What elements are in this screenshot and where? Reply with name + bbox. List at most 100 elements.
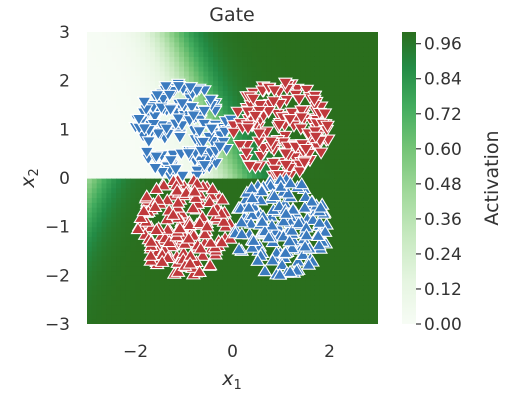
activation-cell xyxy=(232,85,238,91)
activation-cell xyxy=(285,46,292,53)
activation-cell xyxy=(339,134,345,140)
activation-cell xyxy=(368,319,374,324)
y-axis-label-base: x xyxy=(17,176,39,189)
activation-cell xyxy=(87,90,93,96)
data-point xyxy=(266,85,282,98)
activation-cell xyxy=(242,319,248,324)
activation-cell xyxy=(87,173,93,179)
activation-cell xyxy=(87,95,93,101)
activation-cell xyxy=(251,75,258,82)
activation-cell xyxy=(101,216,107,223)
activation-cell xyxy=(353,192,360,199)
activation-cell xyxy=(344,114,350,121)
activation-cell xyxy=(135,187,141,194)
activation-cell xyxy=(213,182,219,189)
activation-cell xyxy=(242,275,248,281)
activation-cell xyxy=(344,32,350,38)
activation-cell xyxy=(348,139,355,145)
activation-cell xyxy=(373,114,378,121)
activation-cell xyxy=(203,299,209,306)
activation-cell xyxy=(295,46,301,53)
activation-cell xyxy=(261,75,268,82)
activation-cell xyxy=(116,251,122,257)
activation-cell xyxy=(373,148,378,155)
activation-cell xyxy=(184,61,190,67)
activation-cell xyxy=(242,285,248,291)
activation-cell xyxy=(373,212,378,218)
activation-cell xyxy=(217,153,224,160)
activation-cell xyxy=(208,41,214,48)
activation-cell xyxy=(111,197,117,203)
data-point xyxy=(266,188,282,202)
activation-cell xyxy=(329,70,335,77)
activation-cell xyxy=(319,80,326,87)
activation-cell xyxy=(295,61,301,67)
activation-cell xyxy=(344,41,350,48)
activation-cell xyxy=(319,251,326,257)
activation-cell xyxy=(140,90,146,96)
activation-cell xyxy=(213,90,219,96)
activation-cell xyxy=(281,304,287,310)
activation-cell xyxy=(101,32,107,38)
activation-cell xyxy=(91,46,98,53)
activation-cell xyxy=(120,148,127,155)
activation-cell xyxy=(87,265,93,272)
activation-cell xyxy=(314,70,321,77)
activation-cell xyxy=(106,148,112,155)
activation-cell xyxy=(363,304,369,310)
activation-cell xyxy=(290,251,297,257)
activation-cell xyxy=(208,80,214,87)
activation-cell xyxy=(242,134,248,140)
activation-cell xyxy=(222,61,229,67)
activation-cell xyxy=(125,114,132,121)
activation-cell xyxy=(222,182,229,189)
data-point xyxy=(291,215,307,229)
activation-cell xyxy=(368,275,374,281)
activation-cell xyxy=(111,192,117,199)
activation-cell xyxy=(232,202,238,208)
data-point xyxy=(148,151,164,164)
activation-cell xyxy=(353,36,360,43)
activation-cell xyxy=(87,46,93,53)
activation-cell xyxy=(290,32,297,38)
activation-cell xyxy=(111,182,117,189)
activation-cell xyxy=(164,139,171,145)
activation-cell xyxy=(193,46,200,53)
data-point xyxy=(311,237,327,251)
activation-cell xyxy=(101,56,107,62)
activation-cell xyxy=(242,85,248,91)
activation-cell xyxy=(198,75,204,82)
activation-cell xyxy=(339,51,345,57)
activation-cell xyxy=(300,294,306,301)
activation-cell xyxy=(111,304,117,310)
activation-cell xyxy=(314,36,321,43)
activation-cell xyxy=(184,309,190,315)
activation-cell xyxy=(334,80,340,87)
activation-cell xyxy=(319,90,326,96)
activation-cell xyxy=(324,187,331,194)
activation-cell xyxy=(116,70,122,77)
activation-cell xyxy=(125,289,132,296)
activation-cell xyxy=(193,66,200,72)
activation-cell xyxy=(106,66,112,72)
activation-cell xyxy=(276,153,282,160)
activation-cell xyxy=(106,168,112,174)
activation-cell xyxy=(87,129,93,135)
activation-cell xyxy=(232,275,238,281)
activation-cell xyxy=(242,309,248,315)
activation-cell xyxy=(324,114,331,121)
activation-cell xyxy=(198,100,204,106)
activation-cell xyxy=(120,202,127,208)
activation-cell xyxy=(310,319,316,324)
activation-cell xyxy=(150,75,156,82)
activation-cell xyxy=(237,182,243,189)
activation-cell xyxy=(334,187,340,194)
activation-cell xyxy=(353,197,360,203)
activation-cell xyxy=(344,143,350,150)
activation-cell xyxy=(353,221,360,228)
activation-cell xyxy=(140,41,146,48)
activation-cell xyxy=(285,285,292,291)
activation-cell xyxy=(116,153,122,160)
activation-cell xyxy=(106,178,112,184)
activation-cell xyxy=(344,294,350,301)
